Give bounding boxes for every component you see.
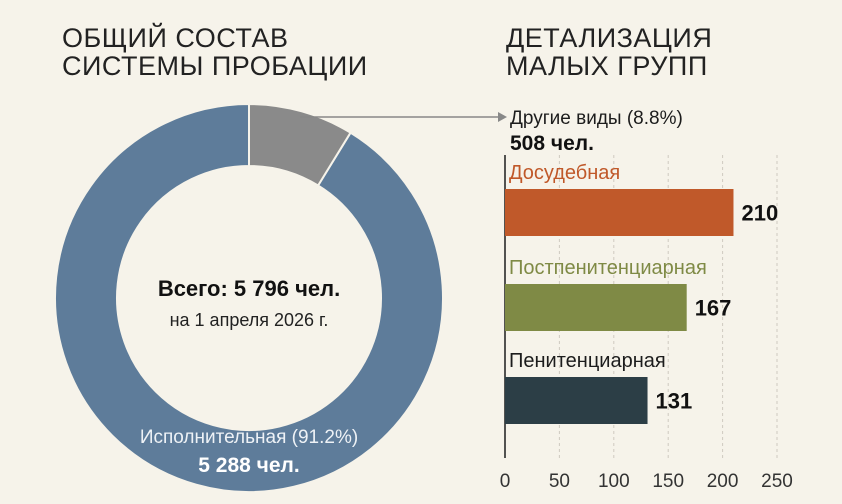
x-tick-label: 150 — [652, 471, 684, 492]
donut-center-date: на 1 апреля 2026 г. — [170, 310, 329, 330]
bar-value-label: 167 — [695, 296, 732, 321]
bar-chart: 0 50 100 150 200 250 Досудебная 210 Постпенитенц… — [500, 155, 793, 492]
bar-value-label: 131 — [656, 389, 693, 414]
x-tick-label: 100 — [598, 471, 630, 492]
bar-postpenitentiary — [505, 284, 687, 331]
bar-value-label: 210 — [741, 201, 778, 226]
bar-penitentiary — [505, 377, 648, 424]
x-tick-label: 50 — [549, 471, 570, 492]
donut-slice-executive — [54, 102, 444, 493]
callout-arrow-head — [498, 112, 507, 122]
slice-value-executive: 5 288 чел. — [198, 454, 299, 477]
callout-other-value: 508 чел. — [510, 132, 594, 155]
callout-other-label: Другие виды (8.8%) — [510, 108, 683, 129]
category-label: Постпенитенциарная — [509, 257, 707, 279]
bar-chart-title: ДЕТАЛИЗАЦИЯ МАЛЫХ ГРУПП — [506, 23, 713, 81]
donut-chart: Всего: 5 796 чел. на 1 апреля 2026 г. Испо… — [54, 102, 444, 493]
x-tick-label: 250 — [761, 471, 793, 492]
donut-slice-other — [248, 102, 352, 187]
slice-label-executive: Исполнительная (91.2%) — [140, 427, 358, 448]
bar-pretrial — [505, 189, 734, 236]
x-tick-label: 0 — [500, 471, 511, 492]
donut-chart-title: ОБЩИЙ СОСТАВ СИСТЕМЫ ПРОБАЦИИ — [62, 23, 368, 81]
annotations: Другие виды (8.8%) 508 чел. — [300, 108, 683, 155]
donut-center-total: Всего: 5 796 чел. — [158, 276, 340, 301]
category-label: Пенитенциарная — [509, 350, 666, 372]
x-tick-label: 200 — [707, 471, 739, 492]
category-label: Досудебная — [509, 162, 620, 184]
